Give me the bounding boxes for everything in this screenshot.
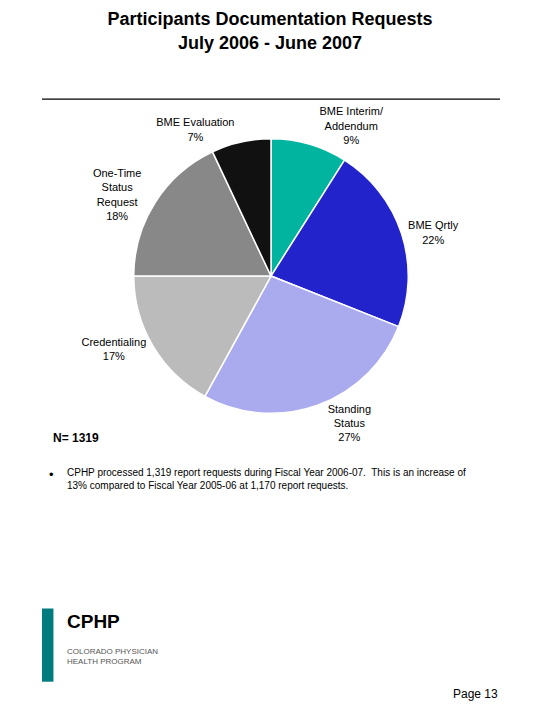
svg-text:COLORADO PHYSICIANHEALTH PROGR: COLORADO PHYSICIANHEALTH PROGRAM [67,647,158,666]
svg-text:StandingStatus27%: StandingStatus27% [328,403,371,444]
svg-text:BME Qrtly22%: BME Qrtly22% [408,219,459,245]
svg-text:Participants Documentation Req: Participants Documentation RequestsJuly … [107,9,432,52]
svg-text:•: • [49,467,54,482]
svg-text:CPHP: CPHP [67,611,120,632]
svg-text:One-TimeStatusRequest18%: One-TimeStatusRequest18% [93,167,142,222]
svg-text:CPHP processed 1,319 report re: CPHP processed 1,319 report requests dur… [67,467,466,491]
svg-text:Page 13: Page 13 [453,687,498,701]
svg-text:BME Interim/Addendum9%: BME Interim/Addendum9% [319,105,384,146]
svg-text:N= 1319: N= 1319 [53,431,99,445]
svg-text:BME Evaluation7%: BME Evaluation7% [156,116,234,142]
svg-text:Credentialing17%: Credentialing17% [81,336,146,362]
